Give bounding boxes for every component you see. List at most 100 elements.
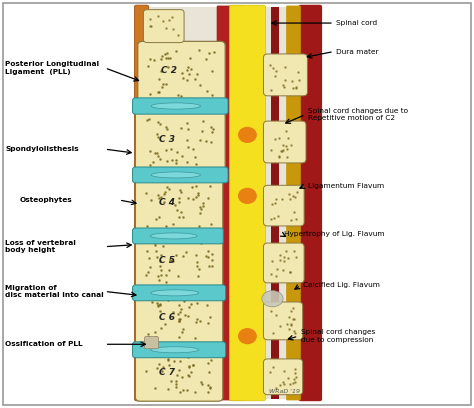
Point <box>144 248 151 255</box>
FancyBboxPatch shape <box>133 228 223 244</box>
Point <box>283 248 290 255</box>
Point <box>156 301 164 307</box>
Point <box>183 67 191 73</box>
Text: C 4: C 4 <box>159 198 175 207</box>
Point <box>283 321 291 327</box>
FancyBboxPatch shape <box>138 41 225 104</box>
Point <box>288 308 295 314</box>
Text: Spinal cord: Spinal cord <box>336 20 377 26</box>
Point <box>189 361 197 368</box>
Text: Spinal cord changes due to
Repetitive motion of C2: Spinal cord changes due to Repetitive mo… <box>308 108 408 121</box>
Point <box>169 26 177 32</box>
Point <box>158 251 165 258</box>
Point <box>280 147 287 154</box>
Point <box>189 145 197 152</box>
Point <box>172 384 180 390</box>
Point <box>206 314 214 320</box>
Point <box>210 49 218 55</box>
Point <box>164 356 172 362</box>
Point <box>147 336 155 343</box>
Point <box>149 159 156 165</box>
Text: Ossification of PLL: Ossification of PLL <box>5 341 83 347</box>
Point <box>197 379 204 386</box>
Point <box>287 320 294 327</box>
Point <box>155 192 162 198</box>
Point <box>276 323 284 329</box>
Point <box>174 311 182 317</box>
Point <box>182 248 190 255</box>
Point <box>164 55 172 62</box>
Point <box>271 135 279 142</box>
Point <box>205 369 212 375</box>
Point <box>291 209 298 215</box>
Point <box>291 248 298 255</box>
Point <box>174 273 182 279</box>
Point <box>197 240 204 246</box>
Point <box>152 149 159 156</box>
Point <box>154 303 161 310</box>
Point <box>181 298 188 304</box>
Point <box>159 364 167 370</box>
Point <box>181 312 189 318</box>
Point <box>155 89 163 95</box>
Point <box>279 82 287 89</box>
Text: Spinal cord changes
due to compression: Spinal cord changes due to compression <box>301 329 375 343</box>
FancyBboxPatch shape <box>264 185 304 226</box>
Point <box>278 147 285 154</box>
Point <box>165 266 173 273</box>
Point <box>208 263 216 270</box>
Point <box>197 204 204 211</box>
Point <box>208 256 216 263</box>
FancyBboxPatch shape <box>136 291 223 348</box>
Point <box>208 250 216 257</box>
FancyBboxPatch shape <box>299 5 322 401</box>
Point <box>270 65 277 72</box>
Point <box>190 195 197 202</box>
Point <box>184 372 191 378</box>
Point <box>281 76 289 83</box>
Point <box>184 195 192 202</box>
Point <box>286 381 294 388</box>
Point <box>292 253 300 260</box>
Point <box>172 381 180 388</box>
Point <box>275 154 283 160</box>
Text: Osteophytes: Osteophytes <box>19 197 72 203</box>
Point <box>155 360 163 367</box>
Point <box>145 255 152 261</box>
Point <box>165 185 173 192</box>
FancyBboxPatch shape <box>286 6 301 400</box>
Point <box>289 305 297 312</box>
Point <box>172 48 180 54</box>
Point <box>280 368 288 375</box>
Point <box>158 52 166 59</box>
Point <box>175 318 182 324</box>
Point <box>285 191 292 197</box>
Point <box>175 302 182 308</box>
Point <box>175 334 182 341</box>
Point <box>185 354 192 361</box>
Point <box>176 388 184 395</box>
Point <box>179 213 187 220</box>
Text: Hypertrophy of Lig. Flavum: Hypertrophy of Lig. Flavum <box>284 231 385 237</box>
Point <box>187 66 194 72</box>
Point <box>280 142 287 149</box>
Point <box>270 215 278 221</box>
Point <box>295 77 303 84</box>
Ellipse shape <box>151 172 201 178</box>
Ellipse shape <box>151 103 201 109</box>
Point <box>204 248 211 254</box>
Text: C 2: C 2 <box>161 66 177 75</box>
Point <box>272 385 280 392</box>
Point <box>157 67 164 74</box>
Point <box>186 55 194 61</box>
Point <box>161 189 169 195</box>
Point <box>178 153 186 160</box>
Point <box>208 124 215 131</box>
Point <box>153 254 160 261</box>
Point <box>177 93 184 100</box>
Point <box>291 316 298 322</box>
Point <box>186 362 193 369</box>
Point <box>281 258 288 264</box>
Point <box>276 257 284 263</box>
Ellipse shape <box>262 290 283 307</box>
